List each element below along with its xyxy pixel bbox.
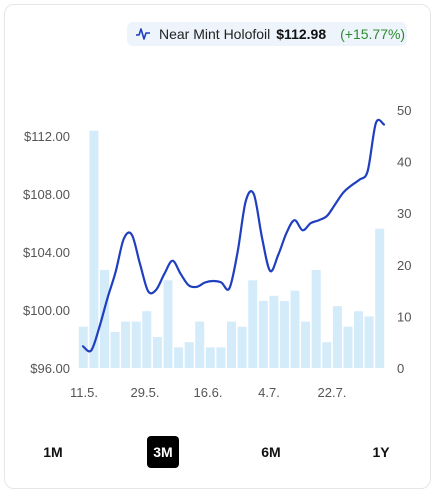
volume-bar: [279, 300, 289, 368]
x-axis-tick-label: 11.5.: [70, 385, 98, 400]
legend-price-change: (+15.77%): [340, 26, 406, 42]
series-legend: Near Mint Holofoil $112.98 (+15.77%): [127, 22, 407, 46]
left-axis-ticks: $96.00 $100.00 $104.00 $108.00 $112.00: [23, 129, 70, 376]
price-line-icon: [136, 28, 150, 40]
right-axis-tick-label: 40: [397, 155, 411, 170]
left-axis-tick-label: $100.00: [23, 303, 70, 318]
volume-bar: [301, 321, 311, 368]
volume-bar: [322, 342, 332, 368]
volume-bar: [142, 311, 152, 368]
volume-bar: [375, 228, 385, 368]
volume-bar: [311, 270, 321, 368]
volume-bar: [205, 347, 215, 368]
volume-bar: [121, 321, 131, 368]
x-axis-ticks: 11.5. 29.5. 16.6. 4.7. 22.7.: [70, 385, 346, 400]
volume-bar: [131, 321, 141, 368]
left-axis-tick-label: $104.00: [23, 245, 70, 260]
volume-bar: [110, 331, 120, 368]
volume-bar: [216, 347, 226, 368]
right-axis-tick-label: 0: [397, 361, 404, 376]
legend-series-name: Near Mint Holofoil: [159, 26, 271, 42]
volume-bar: [248, 280, 258, 368]
range-selector: 1M 3M 6M 1Y: [0, 436, 435, 468]
volume-bar: [195, 321, 205, 368]
x-axis-tick-label: 16.6.: [194, 385, 223, 400]
right-axis-tick-label: 20: [397, 258, 411, 273]
range-tab-1m[interactable]: 1M: [43, 444, 63, 460]
left-axis-tick-label: $112.00: [24, 129, 70, 144]
volume-bar: [227, 321, 236, 368]
range-tab-1y[interactable]: 1Y: [372, 444, 390, 460]
left-axis-tick-label: $96.00: [30, 361, 70, 376]
right-axis-tick-label: 10: [397, 309, 411, 324]
volume-bar: [184, 342, 194, 368]
volume-bar: [258, 300, 268, 368]
price-chart-card: [4, 4, 431, 489]
volume-bars: [78, 130, 385, 368]
volume-bar: [100, 270, 109, 368]
volume-bar: [163, 280, 173, 368]
volume-bar: [89, 130, 99, 368]
right-axis-ticks: 0 10 20 30 40 50: [397, 103, 411, 376]
legend-current-price: $112.98: [276, 26, 327, 42]
x-axis-tick-label: 29.5.: [131, 385, 160, 400]
volume-bar: [343, 326, 353, 368]
volume-bar: [364, 316, 374, 368]
volume-bar: [152, 337, 162, 368]
x-axis-tick-label: 22.7.: [318, 385, 347, 400]
right-axis-tick-label: 30: [397, 206, 411, 221]
range-tab-3m[interactable]: 3M: [147, 436, 179, 468]
left-axis-tick-label: $108.00: [23, 187, 70, 202]
volume-bar: [237, 326, 247, 368]
volume-bar: [290, 290, 300, 368]
volume-bar: [354, 311, 363, 368]
volume-bar: [269, 295, 279, 368]
volume-bar: [332, 306, 342, 368]
right-axis-tick-label: 50: [397, 103, 411, 118]
price-line: [81, 118, 386, 353]
price-chart: $96.00 $100.00 $104.00 $108.00 $112.00 0 10 20…: [23, 103, 411, 400]
range-tab-6m[interactable]: 6M: [261, 444, 281, 460]
x-axis-tick-label: 4.7.: [258, 385, 280, 400]
volume-bar: [174, 347, 184, 368]
